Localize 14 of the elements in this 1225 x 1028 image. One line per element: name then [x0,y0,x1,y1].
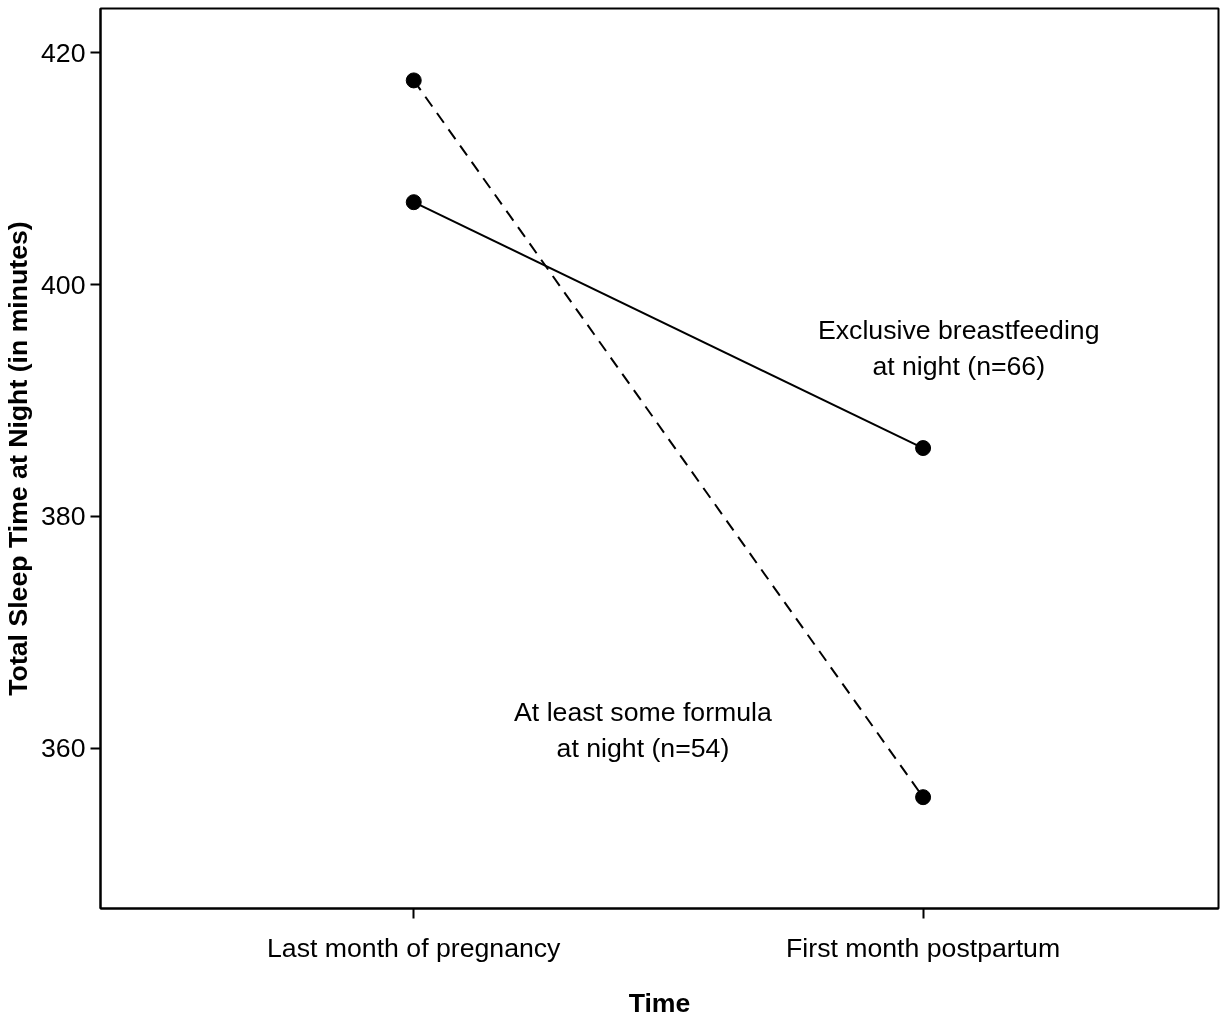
point [405,194,422,211]
x-tick-label: Last month of pregnancy [267,932,562,963]
x-tick-label: First month postpartum [786,932,1061,963]
x-axis-title: Time [628,987,691,1018]
point [405,72,422,89]
series-label: Exclusive breastfeeding at night (n=66) [817,315,1100,382]
y-tick-label: 420 [41,37,86,68]
y-tick-label: 400 [41,269,86,300]
y-tick-label: 380 [41,501,86,532]
y-tick-label: 360 [41,733,86,764]
y-axis-title: Total Sleep Time at Night (in minutes) [3,221,34,696]
point [915,440,932,457]
text: At least some formula at night (n=54) [514,696,773,763]
point [915,789,932,806]
